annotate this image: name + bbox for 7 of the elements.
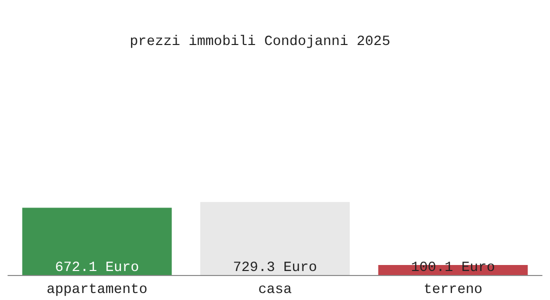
data-label: 100.1 Euro bbox=[410, 260, 496, 276]
x-tick-label: terreno bbox=[424, 282, 482, 298]
x-tick-label: appartamento bbox=[46, 282, 148, 298]
data-label: 672.1 Euro bbox=[54, 260, 140, 276]
chart-title: prezzi immobili Condojanni 2025 bbox=[130, 34, 390, 50]
x-tick-label: casa bbox=[258, 282, 292, 298]
data-label: 729.3 Euro bbox=[232, 260, 318, 276]
